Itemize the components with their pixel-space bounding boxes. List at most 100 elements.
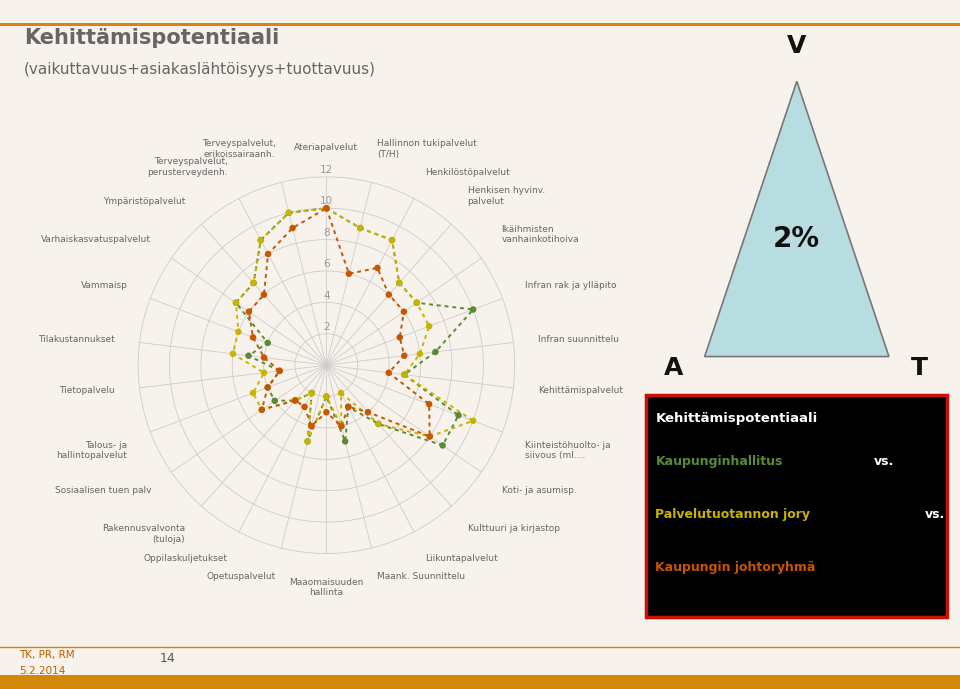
Point <box>319 203 334 214</box>
Text: TK, PR, RM: TK, PR, RM <box>19 650 75 659</box>
Point <box>341 402 356 413</box>
Point <box>260 382 276 393</box>
Text: Koti- ja asumisp.: Koti- ja asumisp. <box>501 486 576 495</box>
Text: Hallinnon tukipalvelut
(T/H): Hallinnon tukipalvelut (T/H) <box>377 139 477 158</box>
Point <box>319 407 334 418</box>
Point <box>381 367 396 378</box>
Text: Palvelutuotannon jory: Palvelutuotannon jory <box>656 508 810 521</box>
Text: Henkisen hyvinv.
palvelut: Henkisen hyvinv. palvelut <box>468 187 544 206</box>
Point <box>260 382 276 393</box>
Point <box>421 399 437 410</box>
Point <box>371 418 386 429</box>
Point <box>253 234 269 245</box>
Text: vs.: vs. <box>924 508 945 521</box>
Point <box>304 387 320 398</box>
Text: Infran rak ja ylläpito: Infran rak ja ylläpito <box>525 280 617 289</box>
Text: Kehittämispotentiaali: Kehittämispotentiaali <box>24 28 279 48</box>
Point <box>246 278 261 289</box>
Point <box>246 278 261 289</box>
Polygon shape <box>741 415 852 503</box>
Text: Talous- ja
hallintopalvelut: Talous- ja hallintopalvelut <box>57 441 128 460</box>
Text: Infran suunnittelu: Infran suunnittelu <box>538 335 618 344</box>
Text: 4: 4 <box>324 291 329 300</box>
Point <box>451 410 467 421</box>
Point <box>352 223 368 234</box>
Point <box>254 404 270 415</box>
Point <box>285 223 300 234</box>
Point <box>381 289 396 300</box>
Text: 8: 8 <box>324 228 329 238</box>
Point <box>260 249 276 260</box>
Point <box>466 304 481 315</box>
Text: Opetuspalvelut: Opetuspalvelut <box>206 572 276 581</box>
Text: 14: 14 <box>160 652 176 665</box>
Point <box>319 203 334 214</box>
FancyBboxPatch shape <box>646 395 948 617</box>
Point <box>300 436 315 447</box>
Point <box>256 289 272 300</box>
Point <box>228 297 244 308</box>
Text: Kaupungin johtoryhmä: Kaupungin johtoryhmä <box>656 561 816 574</box>
Text: 2: 2 <box>324 322 329 332</box>
Point <box>392 278 407 289</box>
Point <box>319 391 334 402</box>
Point <box>281 207 297 218</box>
Text: Ateriapalvelut: Ateriapalvelut <box>295 143 358 152</box>
Text: Varhaiskasvatuspalvelut: Varhaiskasvatuspalvelut <box>41 235 152 245</box>
Text: V: V <box>787 34 806 58</box>
Point <box>303 420 319 431</box>
Text: Tietopalvelu: Tietopalvelu <box>60 387 115 395</box>
Point <box>341 268 356 279</box>
Text: Rakennusvalvonta
(tuloja): Rakennusvalvonta (tuloja) <box>102 524 185 544</box>
Point <box>281 207 297 218</box>
Text: Kiinteistöhuolto- ja
siivous (ml....: Kiinteistöhuolto- ja siivous (ml.... <box>525 441 611 460</box>
Point <box>360 407 375 418</box>
Text: Terveyspalvelut,
perusterveydenh.: Terveyspalvelut, perusterveydenh. <box>147 157 228 177</box>
Text: Maank. Suunnittelu: Maank. Suunnittelu <box>377 572 466 581</box>
Point <box>384 234 399 245</box>
Text: Kulttuuri ja kirjastop: Kulttuuri ja kirjastop <box>468 524 560 533</box>
Point <box>267 395 282 407</box>
Point <box>304 387 320 398</box>
Point <box>241 306 256 317</box>
Point <box>297 402 312 413</box>
Point <box>409 297 424 308</box>
Point <box>287 395 302 406</box>
Point <box>392 278 407 289</box>
Point <box>334 420 349 431</box>
Point <box>319 203 334 214</box>
Point <box>254 404 270 415</box>
Point <box>253 234 269 245</box>
Text: T: T <box>910 356 927 380</box>
Point <box>333 387 348 398</box>
Text: 10: 10 <box>320 196 333 206</box>
Text: Sosiaalisen tuen palv: Sosiaalisen tuen palv <box>55 486 152 495</box>
Text: Kehittämispotentiaali: Kehittämispotentiaali <box>656 412 818 425</box>
Text: Ympäristöpalvelut: Ympäristöpalvelut <box>103 197 185 206</box>
Point <box>226 349 241 360</box>
Point <box>422 431 438 442</box>
Text: 6: 6 <box>324 259 329 269</box>
Text: Vammaisp: Vammaisp <box>81 280 128 289</box>
Point <box>319 391 334 402</box>
Point <box>422 431 438 442</box>
Text: vs.: vs. <box>875 455 895 469</box>
Point <box>260 338 276 349</box>
Text: Henkilöstöpalvelut: Henkilöstöpalvelut <box>425 167 510 177</box>
Point <box>466 415 481 426</box>
Point <box>412 349 427 360</box>
Text: Ikäihmisten
vanhainkotihoiva: Ikäihmisten vanhainkotihoiva <box>501 225 579 245</box>
Text: Liikuntapalvelut: Liikuntapalvelut <box>425 553 498 563</box>
Point <box>396 306 412 317</box>
Point <box>256 367 272 378</box>
Point <box>256 352 272 363</box>
Text: Tilakustannukset: Tilakustannukset <box>38 335 115 344</box>
Text: A: A <box>663 356 684 380</box>
Point <box>334 420 349 431</box>
Point <box>392 332 407 343</box>
Point <box>246 332 261 343</box>
Point <box>300 436 315 447</box>
Point <box>272 365 287 376</box>
Point <box>435 440 450 451</box>
Text: Kehittämispalvelut: Kehittämispalvelut <box>538 387 623 395</box>
